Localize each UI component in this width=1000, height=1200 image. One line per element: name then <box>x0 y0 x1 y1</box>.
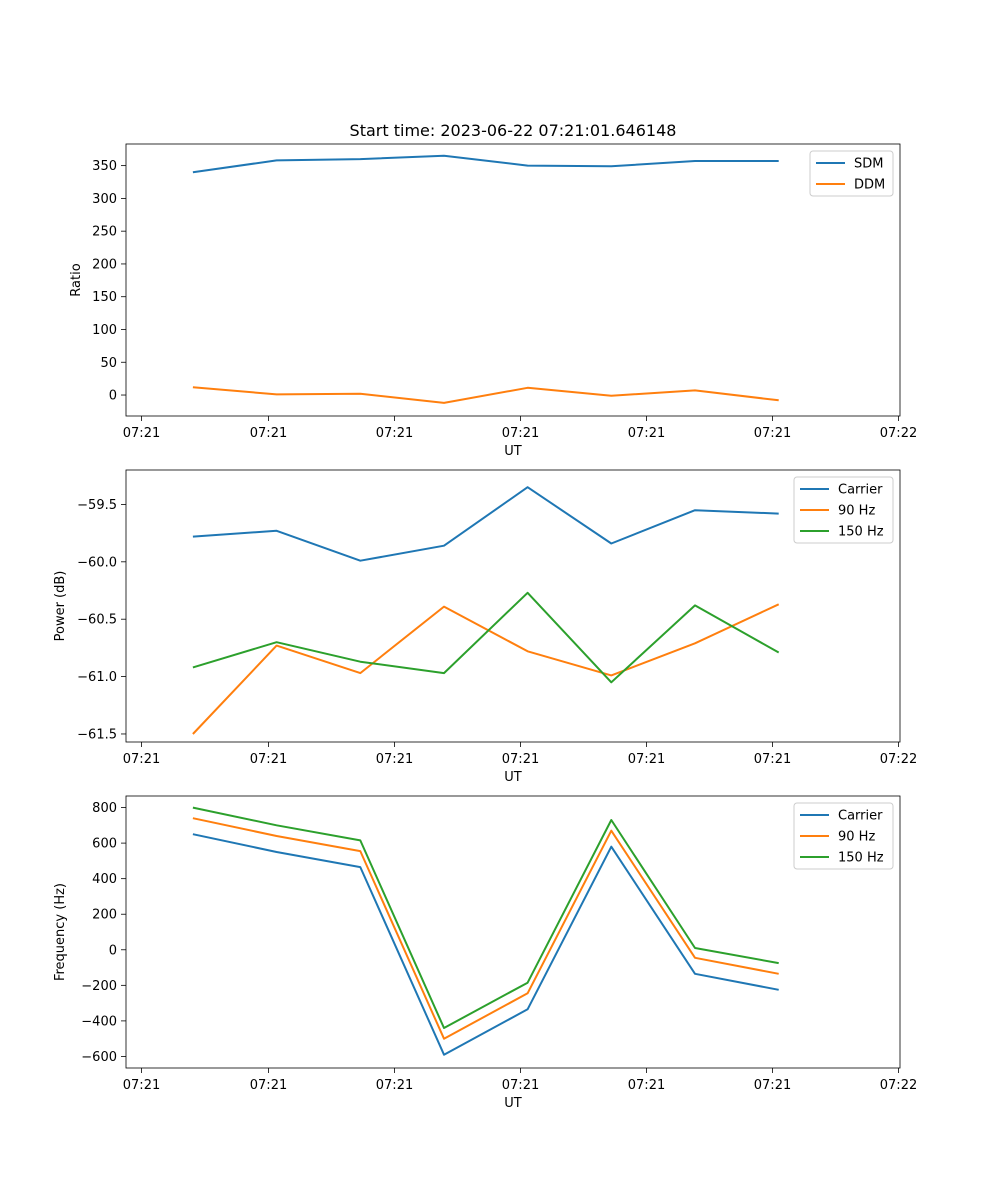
x-tick-label: 07:21 <box>376 426 413 441</box>
series-line-150-hz <box>192 806 779 1029</box>
legend-label: 90 Hz <box>838 504 875 519</box>
x-tick-label: 07:21 <box>250 426 287 441</box>
legend-label: SDM <box>854 157 883 172</box>
legend: Carrier 90 Hz 150 Hz <box>793 476 894 544</box>
legend-label: 150 Hz <box>838 851 884 866</box>
series-line-90-hz <box>192 817 779 1040</box>
x-tick-label: 07:21 <box>123 752 160 767</box>
series-line-ddm <box>192 386 779 404</box>
x-tick-label: 07:21 <box>502 752 539 767</box>
legend-label: Carrier <box>838 483 883 498</box>
x-axis-label: UT <box>504 770 522 785</box>
legend: Carrier 90 Hz 150 Hz <box>793 802 894 870</box>
x-tick-label: 07:21 <box>628 426 665 441</box>
plot-frame <box>125 469 901 743</box>
y-tick-label: −61.0 <box>77 670 117 685</box>
legend-label: DDM <box>854 178 885 193</box>
y-tick-label: −60.0 <box>77 555 117 570</box>
series-line-sdm <box>192 154 779 174</box>
y-tick-label: 800 <box>92 801 117 816</box>
x-tick-label: 07:21 <box>754 426 791 441</box>
chart-panel-3: 07:21 07:21 07:21 07:21 07:21 07:21 07:22 −600 −… <box>53 795 917 1111</box>
legend-label: 150 Hz <box>838 525 884 540</box>
y-axis-label: Frequency (Hz) <box>53 883 68 981</box>
series-line-90-hz <box>192 603 780 735</box>
chart-panel-1: 07:21 07:21 07:21 07:21 07:21 07:21 07:22 0 50 10… <box>69 143 917 459</box>
chart-panel-2: 07:21 07:21 07:21 07:21 07:21 07:21 07:22 −61.5… <box>53 469 917 785</box>
y-tick-label: 350 <box>92 159 117 174</box>
x-tick-label: 07:21 <box>250 752 287 767</box>
y-tick-label: −61.5 <box>77 727 117 742</box>
plot-frame <box>125 143 901 417</box>
plot-frame <box>125 795 901 1069</box>
x-tick-label: 07:21 <box>376 752 413 767</box>
y-tick-label: 50 <box>100 356 117 371</box>
x-tick-label: 07:22 <box>880 752 917 767</box>
x-tick-label: 07:21 <box>502 426 539 441</box>
x-tick-label: 07:21 <box>123 1078 160 1093</box>
x-tick-label: 07:21 <box>754 752 791 767</box>
y-tick-label: 200 <box>92 257 117 272</box>
legend-box <box>793 476 894 544</box>
y-tick-label: 150 <box>92 290 117 305</box>
legend-box <box>793 802 894 870</box>
x-tick-label: 07:21 <box>250 1078 287 1093</box>
y-tick-label: 250 <box>92 225 117 240</box>
y-tick-label: −600 <box>81 1050 117 1065</box>
x-tick-label: 07:21 <box>628 1078 665 1093</box>
y-axis-label: Power (dB) <box>53 571 68 642</box>
y-tick-label: 200 <box>92 908 117 923</box>
y-axis-label: Ratio <box>69 263 84 296</box>
legend-label: Carrier <box>838 809 883 824</box>
legend: SDM DDM <box>809 150 894 197</box>
y-tick-label: 300 <box>92 192 117 207</box>
legend-label: 90 Hz <box>838 830 875 845</box>
figure-title: Start time: 2023-06-22 07:21:01.646148 <box>350 121 677 140</box>
y-tick-label: −60.5 <box>77 613 117 628</box>
x-axis-label: UT <box>504 1096 522 1111</box>
y-tick-label: −400 <box>81 1014 117 1029</box>
y-tick-label: −200 <box>81 979 117 994</box>
x-tick-label: 07:21 <box>376 1078 413 1093</box>
x-tick-label: 07:21 <box>628 752 665 767</box>
x-tick-label: 07:22 <box>880 426 917 441</box>
series-line-150-hz <box>192 591 780 684</box>
y-tick-label: 600 <box>92 837 117 852</box>
series-line-carrier <box>192 833 779 1056</box>
y-tick-label: 0 <box>109 389 117 404</box>
y-tick-label: 400 <box>92 872 117 887</box>
x-tick-label: 07:21 <box>123 426 160 441</box>
x-tick-label: 07:22 <box>880 1078 917 1093</box>
y-tick-label: 100 <box>92 323 117 338</box>
x-tick-label: 07:21 <box>754 1078 791 1093</box>
x-axis-label: UT <box>504 444 522 459</box>
series-line-carrier <box>192 486 779 562</box>
y-tick-label: 0 <box>109 943 117 958</box>
x-tick-label: 07:21 <box>502 1078 539 1093</box>
y-tick-label: −59.5 <box>77 498 117 513</box>
